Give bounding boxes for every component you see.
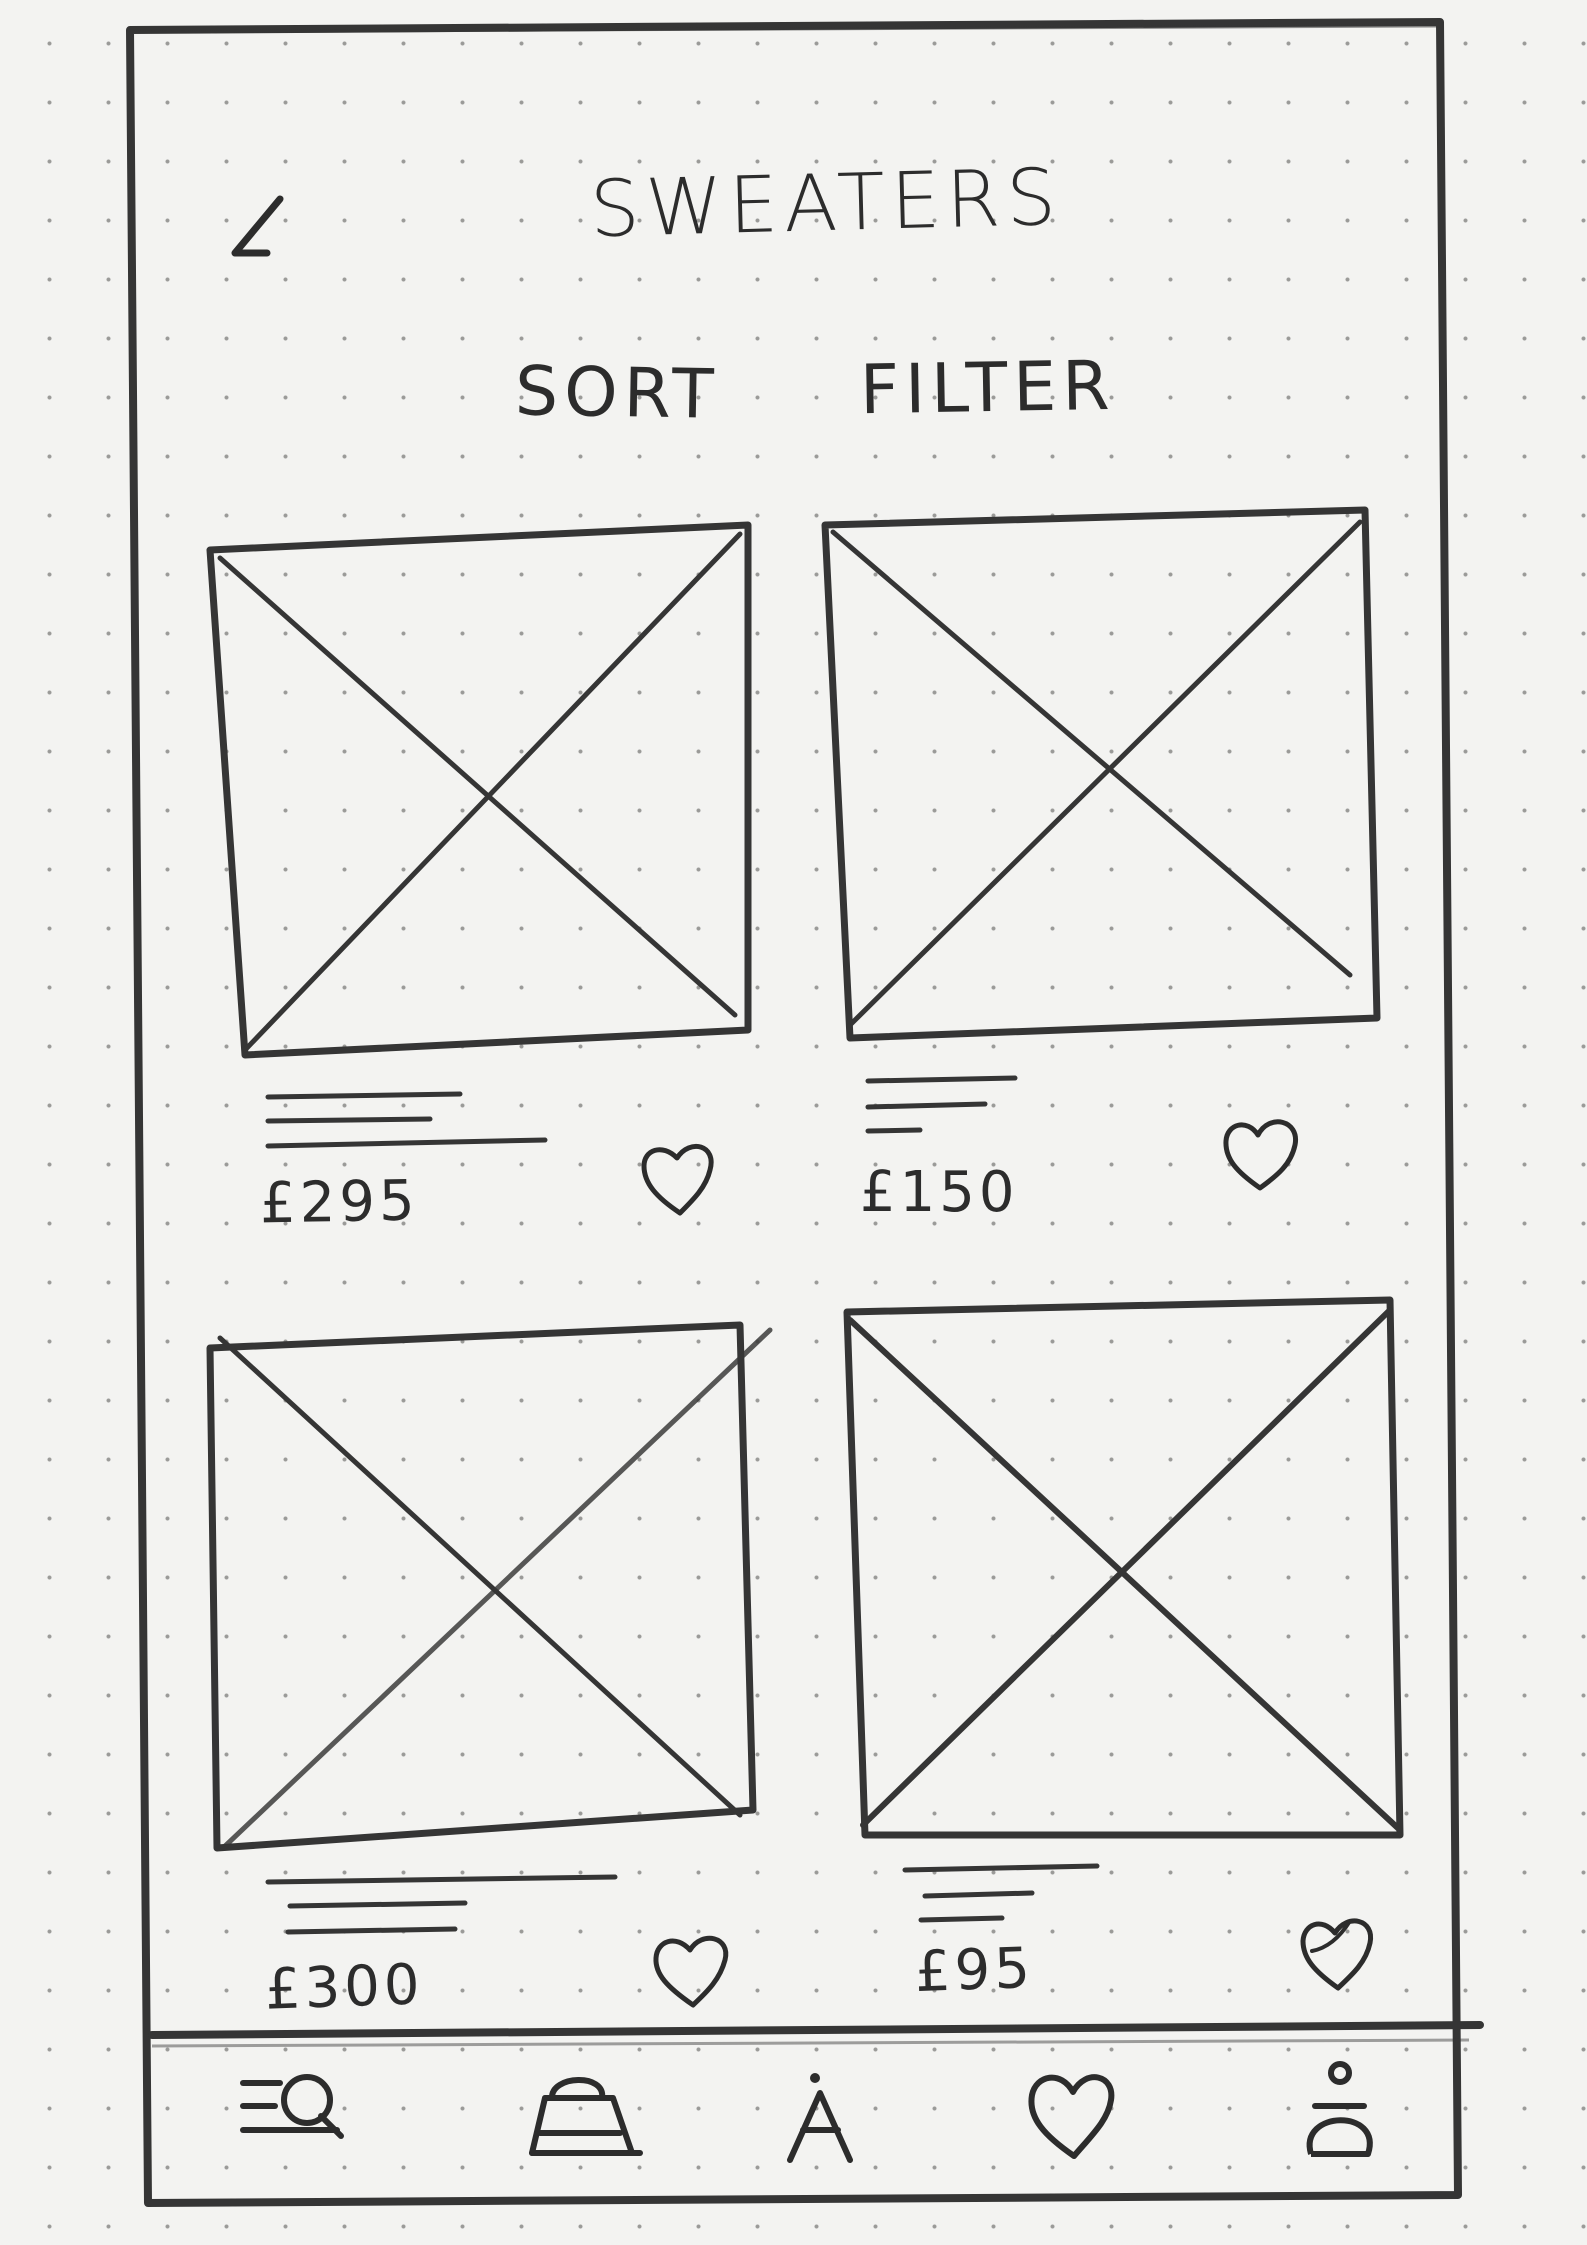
product-price: £300 [263, 1952, 425, 2023]
nav-search[interactable] [225, 2058, 355, 2178]
profile-icon [1280, 2058, 1410, 2178]
heart-icon[interactable] [1290, 1908, 1385, 2003]
product-price: £95 [913, 1935, 1035, 2006]
product-card[interactable]: £95 [835, 1290, 1415, 2020]
nav-shop[interactable] [520, 2058, 650, 2178]
heart-icon[interactable] [632, 1135, 727, 1230]
product-image-placeholder[interactable] [205, 1300, 780, 1860]
person-icon [765, 2073, 895, 2178]
back-arrow-icon [225, 185, 295, 275]
bottom-navigation [150, 2030, 1470, 2200]
product-card[interactable]: £150 [815, 500, 1395, 1270]
product-image-placeholder[interactable] [200, 510, 760, 1070]
sort-button[interactable]: SORT [514, 352, 721, 435]
product-card[interactable]: £295 [200, 510, 760, 1270]
product-name-placeholder [860, 1070, 1110, 1140]
product-name-placeholder [260, 1868, 630, 1943]
page-title: SWEATERS [588, 152, 1063, 256]
heart-icon[interactable] [645, 1925, 740, 2020]
product-name-placeholder [897, 1858, 1137, 1928]
nav-account[interactable] [765, 2058, 895, 2178]
back-button[interactable] [225, 185, 295, 275]
product-price: £295 [259, 1168, 420, 1237]
filter-button[interactable]: FILTER [859, 346, 1117, 431]
shopping-bag-icon [520, 2058, 650, 2178]
nav-profile[interactable] [1280, 2058, 1410, 2178]
heart-icon [1010, 2058, 1140, 2178]
product-image-placeholder[interactable] [815, 500, 1395, 1070]
heart-icon[interactable] [1215, 1110, 1310, 1205]
product-card[interactable]: £300 [205, 1300, 780, 2030]
product-image-placeholder[interactable] [835, 1290, 1415, 1850]
nav-wishlist[interactable] [1010, 2058, 1140, 2178]
product-price: £150 [860, 1160, 1019, 1225]
product-name-placeholder [260, 1085, 700, 1155]
menu-search-icon [225, 2058, 355, 2178]
